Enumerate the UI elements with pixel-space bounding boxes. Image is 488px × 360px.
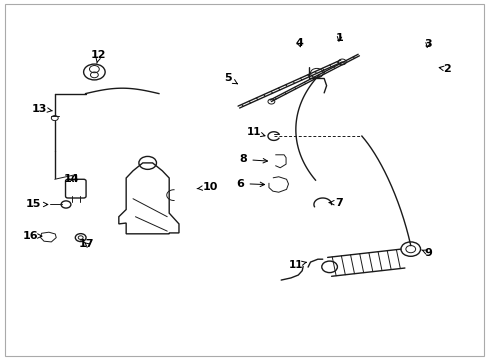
Text: 13: 13 bbox=[31, 104, 52, 114]
Text: 10: 10 bbox=[197, 182, 218, 192]
Text: 8: 8 bbox=[239, 154, 267, 165]
Text: 12: 12 bbox=[91, 50, 106, 63]
Text: 11: 11 bbox=[288, 260, 305, 270]
Text: 5: 5 bbox=[224, 73, 237, 84]
Text: 2: 2 bbox=[438, 64, 450, 74]
Text: 16: 16 bbox=[22, 231, 42, 241]
Text: 17: 17 bbox=[79, 239, 94, 249]
Text: 14: 14 bbox=[63, 174, 79, 184]
Text: 9: 9 bbox=[421, 248, 431, 258]
Text: 15: 15 bbox=[25, 199, 48, 210]
Text: 4: 4 bbox=[295, 38, 303, 48]
Text: 1: 1 bbox=[335, 33, 343, 43]
Text: 7: 7 bbox=[328, 198, 342, 208]
Text: 11: 11 bbox=[246, 127, 264, 138]
Text: 6: 6 bbox=[236, 179, 264, 189]
Text: 3: 3 bbox=[423, 39, 431, 49]
